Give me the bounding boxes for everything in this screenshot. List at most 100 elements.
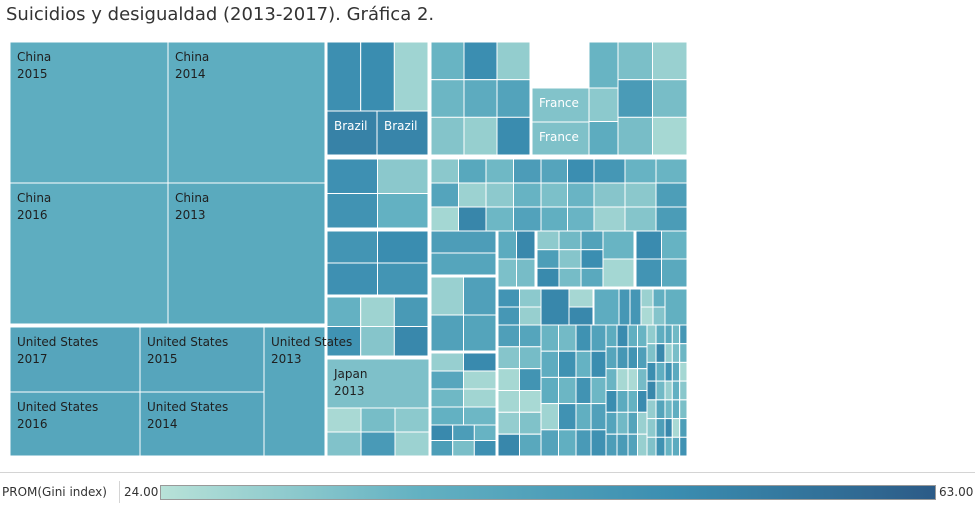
tile-unlabeled[interactable] — [485, 182, 514, 208]
tile-unlabeled[interactable] — [575, 376, 592, 405]
tile-unlabeled[interactable] — [430, 252, 497, 276]
tile-unlabeled[interactable] — [567, 182, 595, 208]
tile-unlabeled[interactable] — [605, 368, 618, 392]
tile-unlabeled[interactable] — [430, 406, 464, 426]
tile-unlabeled[interactable] — [671, 343, 681, 363]
tile-unlabeled[interactable] — [627, 368, 638, 392]
tile-unlabeled[interactable] — [430, 276, 464, 316]
tile-unlabeled[interactable] — [624, 158, 657, 184]
tile-unlabeled[interactable] — [496, 116, 531, 156]
tile-unlabeled[interactable] — [458, 158, 487, 184]
tile-unlabeled[interactable] — [497, 390, 520, 413]
tile-unlabeled[interactable] — [326, 158, 378, 194]
tile-unlabeled[interactable] — [640, 306, 654, 326]
tile-unlabeled[interactable] — [540, 376, 559, 405]
tile-unlabeled[interactable] — [558, 350, 577, 378]
tile-unlabeled[interactable] — [575, 324, 592, 352]
tile-unlabeled[interactable] — [602, 230, 635, 260]
tile-unlabeled[interactable] — [655, 361, 666, 382]
tile-unlabeled[interactable] — [627, 346, 638, 370]
tile-unlabeled[interactable] — [593, 158, 626, 184]
tile-unlabeled[interactable] — [671, 436, 681, 457]
tile-unlabeled[interactable] — [664, 436, 673, 457]
tile-brazil[interactable] — [326, 110, 378, 156]
tile-unlabeled[interactable] — [536, 267, 560, 288]
tile-unlabeled[interactable] — [360, 431, 396, 457]
tile-unlabeled[interactable] — [617, 79, 653, 118]
tile-brazil[interactable] — [376, 110, 429, 156]
tile-unlabeled[interactable] — [360, 407, 396, 433]
tile-unlabeled[interactable] — [497, 306, 520, 326]
tile-unlabeled[interactable] — [519, 324, 542, 348]
tile-unlabeled[interactable] — [513, 182, 542, 208]
tile-unlabeled[interactable] — [377, 230, 429, 264]
tile-unlabeled[interactable] — [679, 418, 688, 438]
tile-unlabeled[interactable] — [519, 288, 542, 308]
tile-unlabeled[interactable] — [646, 418, 657, 438]
tile-unlabeled[interactable] — [540, 429, 559, 457]
tile-unlabeled[interactable] — [377, 262, 429, 296]
tile-unlabeled[interactable] — [655, 380, 666, 401]
tile-unlabeled[interactable] — [616, 390, 629, 413]
tile-unlabeled[interactable] — [593, 206, 626, 232]
tile-china[interactable] — [167, 182, 326, 325]
tile-unlabeled[interactable] — [652, 79, 688, 118]
tile-unlabeled[interactable] — [629, 288, 642, 326]
tile-united-states[interactable] — [9, 326, 141, 393]
tile-unlabeled[interactable] — [497, 411, 520, 435]
tile-unlabeled[interactable] — [590, 324, 607, 352]
tile-unlabeled[interactable] — [652, 116, 688, 156]
tile-unlabeled[interactable] — [463, 116, 498, 156]
tile-unlabeled[interactable] — [593, 288, 620, 326]
tile-unlabeled[interactable] — [519, 368, 542, 392]
tile-unlabeled[interactable] — [516, 258, 536, 288]
tile-unlabeled[interactable] — [568, 288, 594, 308]
tile-unlabeled[interactable] — [558, 324, 577, 352]
tile-unlabeled[interactable] — [430, 370, 464, 390]
tile-unlabeled[interactable] — [430, 116, 465, 156]
tile-unlabeled[interactable] — [624, 182, 657, 208]
tile-unlabeled[interactable] — [497, 324, 520, 348]
tile-unlabeled[interactable] — [679, 380, 688, 401]
tile-unlabeled[interactable] — [616, 411, 629, 435]
tile-unlabeled[interactable] — [616, 433, 629, 457]
tile-unlabeled[interactable] — [646, 343, 657, 363]
tile-unlabeled[interactable] — [558, 429, 577, 457]
tile-unlabeled[interactable] — [664, 361, 673, 382]
tile-unlabeled[interactable] — [326, 296, 362, 327]
tile-unlabeled[interactable] — [463, 388, 497, 408]
tile-unlabeled[interactable] — [661, 258, 688, 288]
tile-unlabeled[interactable] — [540, 158, 568, 184]
tile-unlabeled[interactable] — [655, 206, 688, 232]
tile-unlabeled[interactable] — [590, 429, 607, 457]
tile-unlabeled[interactable] — [536, 249, 560, 269]
tile-unlabeled[interactable] — [393, 41, 429, 112]
tile-unlabeled[interactable] — [580, 267, 604, 288]
tile-unlabeled[interactable] — [463, 370, 497, 390]
tile-unlabeled[interactable] — [394, 431, 430, 457]
tile-unlabeled[interactable] — [558, 403, 577, 431]
tile-unlabeled[interactable] — [567, 206, 595, 232]
tile-unlabeled[interactable] — [452, 424, 475, 441]
tile-united-states[interactable] — [9, 391, 141, 457]
tile-unlabeled[interactable] — [463, 79, 498, 118]
tile-unlabeled[interactable] — [593, 182, 626, 208]
tile-unlabeled[interactable] — [590, 403, 607, 431]
tile-unlabeled[interactable] — [635, 230, 662, 260]
tile-unlabeled[interactable] — [516, 230, 536, 260]
tile-unlabeled[interactable] — [567, 158, 595, 184]
tile-unlabeled[interactable] — [646, 361, 657, 382]
tile-unlabeled[interactable] — [519, 390, 542, 413]
tile-unlabeled[interactable] — [679, 436, 688, 457]
tile-united-states[interactable] — [263, 326, 326, 457]
legend-gradient-bar[interactable] — [160, 485, 936, 500]
tile-unlabeled[interactable] — [513, 206, 542, 232]
tile-unlabeled[interactable] — [590, 350, 607, 378]
tile-unlabeled[interactable] — [637, 433, 648, 457]
tile-unlabeled[interactable] — [655, 399, 666, 420]
tile-unlabeled[interactable] — [652, 41, 688, 81]
tile-unlabeled[interactable] — [580, 230, 604, 251]
treemap[interactable]: China 2015 China 2014 China 2016 China 2013 Unit… — [0, 0, 975, 470]
tile-unlabeled[interactable] — [377, 193, 429, 229]
tile-unlabeled[interactable] — [519, 306, 542, 326]
